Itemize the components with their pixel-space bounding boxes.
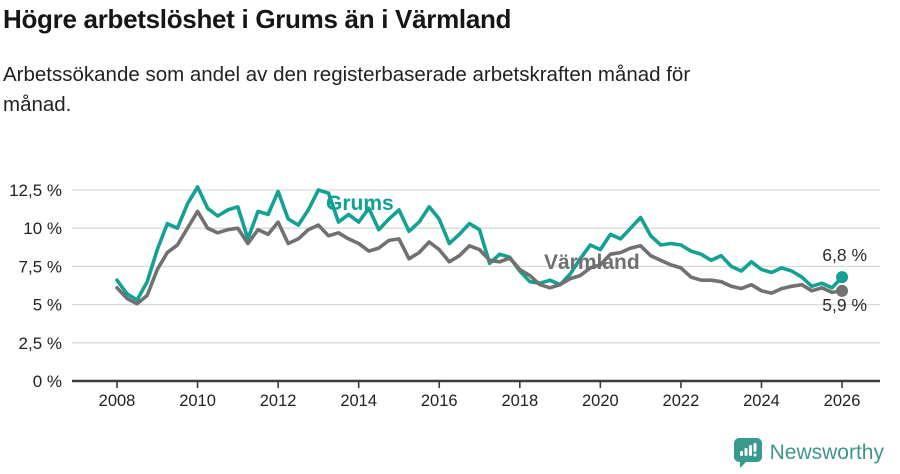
series-label-varmland: Värmland (544, 251, 640, 274)
series-label-grums: Grums (326, 192, 394, 215)
x-tick-label: 2012 (260, 392, 297, 410)
y-tick-label: 5 % (33, 296, 62, 315)
x-tick-label: 2024 (743, 392, 780, 410)
y-axis-labels: 0 % 2,5 % 5 % 7,5 % 10 % 12,5 % (9, 181, 62, 391)
y-tick-label: 2,5 % (19, 334, 62, 353)
x-tick-label: 2008 (99, 392, 136, 410)
end-dot-varmland (836, 284, 849, 297)
x-axis: 2008 2010 2012 2014 2016 2018 2020 2022 2024 2026 (72, 379, 880, 410)
series-lines (115, 185, 849, 306)
y-tick-label: 10 % (23, 219, 62, 238)
y-tick-label: 0 % (33, 372, 62, 391)
series-line-varmland (115, 209, 844, 306)
x-tick-label: 2020 (582, 392, 619, 410)
newsworthy-bubble-chart-icon (733, 438, 762, 468)
end-dot-grums (836, 271, 849, 284)
y-tick-label: 7,5 % (19, 257, 62, 276)
page-title: Högre arbetslöshet i Grums än i Värmland (3, 4, 512, 34)
y-tick-label: 12,5 % (9, 181, 62, 200)
x-tick-label: 2014 (340, 392, 377, 410)
brand-name: Newsworthy (769, 441, 884, 464)
chart-subtitle: Arbetssökande som andel av den registerb… (3, 63, 691, 117)
x-tick-label: 2022 (663, 392, 700, 410)
x-tick-label: 2010 (179, 392, 216, 410)
end-value-varmland: 5,9 % (822, 295, 867, 315)
x-tick-label: 2018 (501, 392, 538, 410)
x-tick-label: 2016 (421, 392, 458, 410)
end-value-grums: 6,8 % (822, 245, 867, 265)
series-line-grums (115, 185, 844, 302)
x-tick-label: 2026 (824, 392, 861, 410)
newsworthy-logo: Newsworthy (733, 438, 884, 468)
